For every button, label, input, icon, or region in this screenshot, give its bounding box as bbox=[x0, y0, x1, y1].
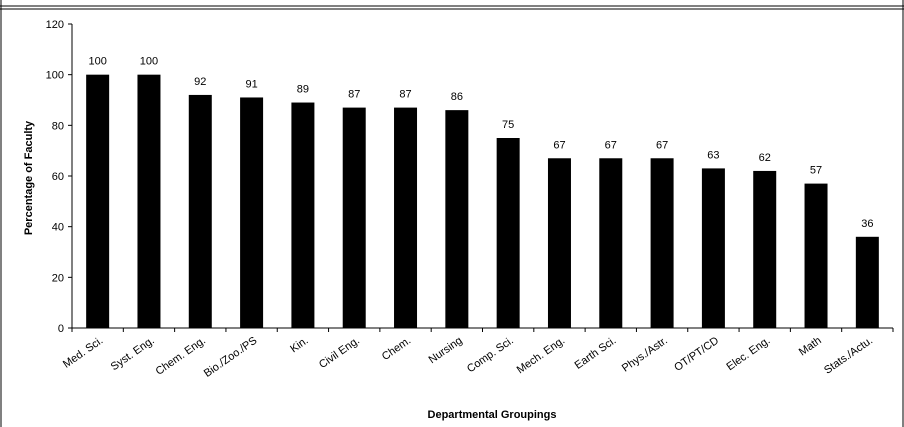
data-label: 63 bbox=[707, 149, 719, 161]
bar bbox=[855, 236, 879, 328]
x-tick-label: Civil Eng. bbox=[317, 335, 362, 371]
x-tick-label: Phys./Astr. bbox=[620, 335, 670, 375]
x-tick-label: Kin. bbox=[288, 335, 310, 356]
y-tick-label: 0 bbox=[58, 323, 64, 335]
data-label: 57 bbox=[810, 165, 822, 177]
x-tick-label: Nursing bbox=[427, 335, 465, 367]
bar bbox=[137, 74, 161, 329]
x-tick-label: Stats./Actu. bbox=[822, 335, 875, 377]
data-label: 87 bbox=[348, 89, 360, 101]
y-tick-label: 100 bbox=[46, 70, 64, 82]
y-tick-label: 80 bbox=[52, 120, 64, 132]
data-label: 36 bbox=[861, 218, 873, 230]
data-label: 91 bbox=[245, 78, 257, 90]
data-label: 86 bbox=[451, 91, 463, 103]
data-label: 100 bbox=[88, 56, 106, 68]
data-label: 89 bbox=[297, 84, 309, 96]
bar bbox=[599, 158, 623, 328]
bar bbox=[753, 170, 777, 328]
data-labels: 100 100 92 91 89 87 87 86 75 67 67 67 63 62 57 36 bbox=[88, 56, 873, 230]
bar bbox=[291, 102, 315, 329]
x-axis: Med. Sci. Syst. Eng.Chem. Eng.Bio./Zoo./P… bbox=[61, 327, 894, 380]
x-tick-label: Chem. bbox=[380, 335, 413, 363]
bar bbox=[240, 97, 264, 328]
data-label: 67 bbox=[605, 139, 617, 151]
y-tick-label: 60 bbox=[52, 171, 64, 183]
x-tick-label: Mech. Eng. bbox=[515, 335, 567, 377]
x-tick-label: Math bbox=[797, 335, 824, 359]
y-axis: 0 20 40 60 80 100 120 bbox=[46, 19, 73, 335]
bar bbox=[342, 107, 366, 328]
bar bbox=[86, 74, 110, 329]
bar bbox=[445, 110, 469, 328]
data-label: 67 bbox=[553, 139, 565, 151]
y-axis-title: Percentage of Faculty bbox=[23, 120, 35, 235]
data-label: 67 bbox=[656, 139, 668, 151]
bar bbox=[701, 168, 725, 328]
bar bbox=[496, 138, 520, 328]
y-tick-label: 20 bbox=[52, 272, 64, 284]
x-tick-label: Elec. Eng. bbox=[724, 335, 772, 374]
data-label: 92 bbox=[194, 76, 206, 88]
x-tick-label: Chem. Eng. bbox=[154, 335, 208, 378]
data-label: 62 bbox=[759, 152, 771, 164]
bar bbox=[804, 183, 828, 328]
data-label: 100 bbox=[140, 56, 158, 68]
x-axis-title: Departmental Groupings bbox=[428, 409, 557, 421]
data-label: 87 bbox=[399, 89, 411, 101]
x-tick-label: Bio./Zoo./PS bbox=[202, 335, 259, 380]
x-tick-label: Earth Sci. bbox=[573, 335, 619, 372]
y-tick-label: 120 bbox=[46, 19, 64, 31]
x-tick-label: Comp. Sci. bbox=[465, 335, 516, 376]
x-tick-label: Syst. Eng. bbox=[109, 335, 157, 374]
bar bbox=[650, 158, 674, 328]
bar-series bbox=[86, 74, 879, 329]
bar bbox=[188, 94, 212, 328]
x-tick-label: OT/PT/CD bbox=[672, 335, 721, 374]
data-label: 75 bbox=[502, 119, 514, 131]
bar bbox=[547, 158, 571, 328]
x-tick-label: Med. Sci. bbox=[61, 335, 105, 371]
y-tick-label: 40 bbox=[52, 222, 64, 234]
bar bbox=[394, 107, 418, 328]
